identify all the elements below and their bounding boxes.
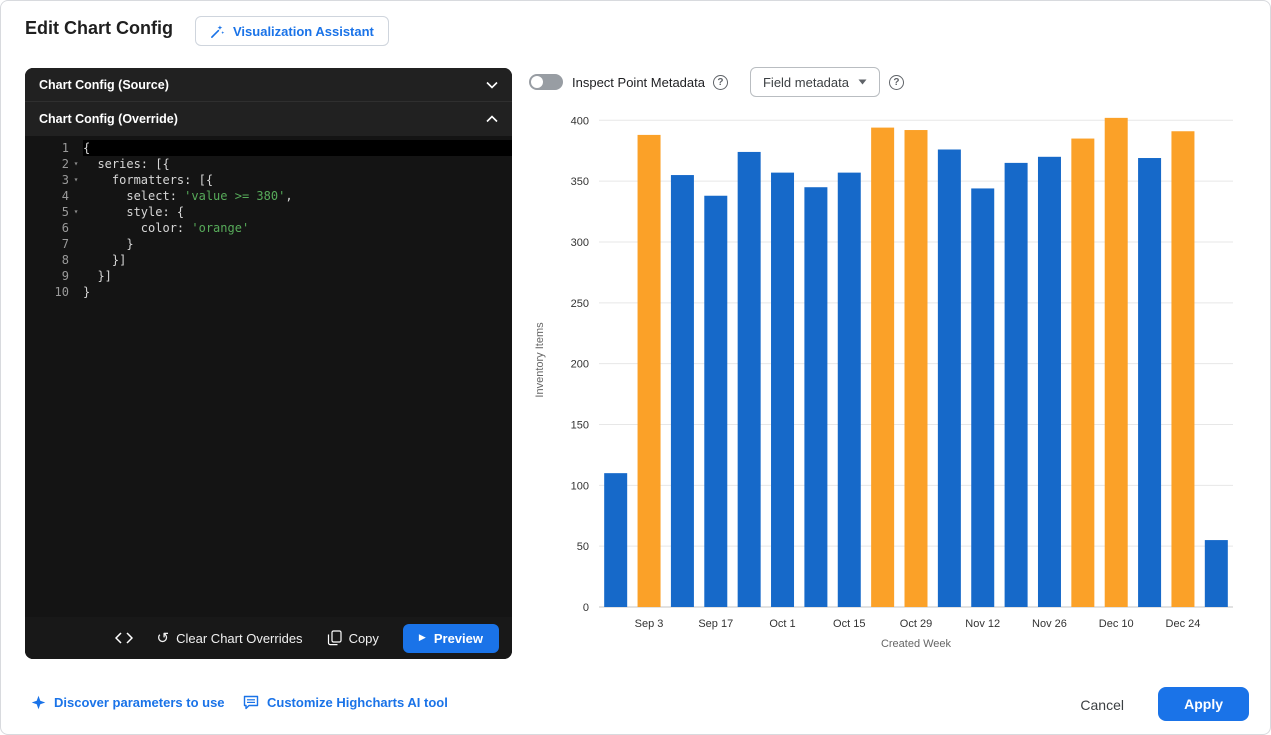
bar-chart: 0 50 100 150 200 250 300 350 400 Sep 3 Sep 17 Oct 1…: [534, 115, 1233, 650]
svg-text:250: 250: [571, 298, 589, 310]
code-line[interactable]: 2 ▾ series: [{: [61, 157, 170, 171]
code-line[interactable]: 3 ▾ formatters: [{: [61, 173, 214, 187]
comment-icon: [243, 695, 259, 710]
bar[interactable]: [670, 175, 694, 607]
code-line[interactable]: 5 ▾ style: {: [61, 205, 185, 219]
svg-text:Sep 3: Sep 3: [635, 618, 664, 630]
chevron-down-icon: [486, 81, 498, 89]
svg-text:Created Week: Created Week: [881, 638, 952, 650]
svg-text:300: 300: [571, 237, 589, 249]
bar[interactable]: [971, 188, 995, 607]
clear-chart-overrides-button[interactable]: ↺ Clear Chart Overrides: [156, 628, 303, 647]
magic-wand-icon: [211, 24, 225, 38]
bar[interactable]: [1104, 117, 1128, 607]
bar[interactable]: [704, 195, 728, 607]
section-header-override[interactable]: Chart Config (Override): [25, 102, 512, 136]
bar[interactable]: [1071, 138, 1095, 607]
cancel-button[interactable]: Cancel: [1072, 691, 1132, 719]
copy-label: Copy: [348, 630, 379, 646]
bar[interactable]: [1004, 162, 1028, 607]
visualization-assistant-button[interactable]: Visualization Assistant: [195, 16, 389, 46]
svg-text:50: 50: [577, 541, 589, 553]
svg-text:Nov 26: Nov 26: [1032, 618, 1067, 630]
svg-text:Inventory Items: Inventory Items: [534, 322, 546, 398]
code-line[interactable]: 6 color: 'orange': [61, 221, 250, 235]
bar[interactable]: [737, 151, 761, 607]
help-icon[interactable]: ?: [888, 74, 904, 90]
code-line[interactable]: 9 }]: [61, 269, 112, 283]
bar[interactable]: [871, 127, 895, 607]
svg-text:Sep 17: Sep 17: [698, 618, 733, 630]
toggle-knob: [531, 76, 543, 88]
preview-label: Preview: [433, 630, 483, 646]
svg-text:Oct 1: Oct 1: [769, 618, 795, 630]
page-title: Edit Chart Config: [25, 18, 173, 38]
copy-icon: [327, 630, 342, 646]
svg-text:Dec 10: Dec 10: [1099, 618, 1134, 630]
code-line[interactable]: 4 select: 'value >= 380',: [61, 189, 293, 203]
code-lines[interactable]: 1{2 ▾ series: [{ 3 ▾ formatters: [{ 4 select…: [25, 136, 512, 617]
preview-button[interactable]: ▶ Preview: [402, 623, 499, 653]
svg-text:Dec 24: Dec 24: [1166, 618, 1201, 630]
code-line[interactable]: 8 }]: [61, 253, 127, 267]
copy-button[interactable]: Copy: [327, 630, 379, 646]
bar[interactable]: [804, 187, 828, 607]
bar[interactable]: [937, 149, 961, 607]
svg-text:200: 200: [571, 359, 589, 371]
bar[interactable]: [904, 130, 928, 607]
chevron-up-icon: [486, 115, 498, 123]
bar[interactable]: [604, 473, 628, 607]
svg-text:Oct 29: Oct 29: [900, 618, 932, 630]
discover-parameters-link[interactable]: Discover parameters to use: [31, 695, 225, 710]
bar[interactable]: [1171, 131, 1195, 608]
svg-text:Nov 12: Nov 12: [965, 618, 1000, 630]
svg-text:0: 0: [583, 602, 589, 614]
svg-text:100: 100: [571, 480, 589, 492]
section-header-source[interactable]: Chart Config (Source): [25, 68, 512, 102]
chart-config-editor: Chart Config (Source) Chart Config (Over…: [25, 68, 512, 659]
bar[interactable]: [837, 172, 861, 607]
svg-text:Oct 15: Oct 15: [833, 618, 865, 630]
editor-footer: ↺ Clear Chart Overrides Copy ▶ Preview: [25, 617, 512, 659]
code-icon[interactable]: [114, 632, 133, 644]
bar[interactable]: [1138, 158, 1162, 607]
customize-highcharts-link[interactable]: Customize Highcharts AI tool: [243, 695, 448, 710]
discover-parameters-label: Discover parameters to use: [54, 695, 225, 710]
chart-toolbar: Inspect Point Metadata ? Field metadata …: [529, 67, 904, 97]
bar[interactable]: [1204, 540, 1228, 607]
svg-text:150: 150: [571, 419, 589, 431]
play-icon: ▶: [418, 633, 426, 643]
code-line[interactable]: 1{: [25, 140, 512, 156]
apply-button[interactable]: Apply: [1158, 687, 1249, 721]
angle-brackets-icon: [114, 632, 133, 644]
caret-down-icon: [858, 79, 867, 85]
customize-highcharts-label: Customize Highcharts AI tool: [267, 695, 448, 710]
sparkle-icon: [31, 695, 46, 710]
field-metadata-dropdown[interactable]: Field metadata: [749, 67, 880, 97]
code-line[interactable]: 7 }: [61, 237, 134, 251]
history-icon: ↺: [156, 628, 170, 647]
bar[interactable]: [1037, 156, 1061, 607]
inspect-point-metadata-label: Inspect Point Metadata: [572, 74, 705, 90]
svg-text:400: 400: [571, 115, 589, 127]
svg-text:350: 350: [571, 176, 589, 188]
bar[interactable]: [637, 134, 661, 607]
code-line[interactable]: 10}: [54, 285, 91, 299]
help-icon[interactable]: ?: [712, 74, 728, 90]
clear-chart-overrides-label: Clear Chart Overrides: [176, 630, 303, 646]
override-section-label: Chart Config (Override): [39, 112, 178, 126]
field-metadata-label: Field metadata: [762, 74, 849, 90]
source-section-label: Chart Config (Source): [39, 77, 169, 92]
bar[interactable]: [771, 172, 795, 607]
inspect-point-metadata-toggle[interactable]: [529, 74, 563, 90]
visualization-assistant-label: Visualization Assistant: [233, 23, 374, 39]
